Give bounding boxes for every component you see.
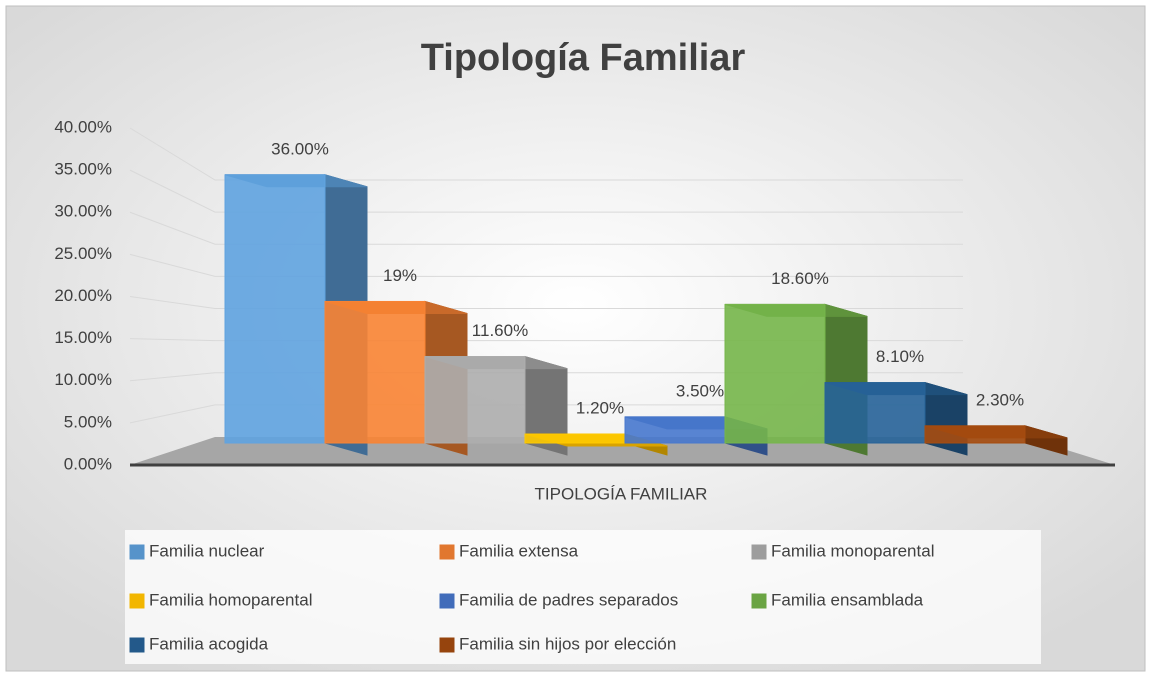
data-label: 1.20% — [576, 399, 624, 418]
floor — [130, 437, 1115, 465]
bar — [224, 174, 326, 444]
y-tick-label: 0.00% — [64, 454, 112, 473]
legend-swatch — [129, 637, 145, 653]
grid-line — [129, 211, 963, 245]
legend-swatch — [439, 544, 455, 560]
y-tick-label: 40.00% — [54, 117, 112, 136]
legend-label: Familia ensamblada — [771, 590, 924, 609]
bar — [424, 356, 526, 444]
data-label: 36.00% — [271, 139, 329, 158]
data-label: 8.10% — [876, 347, 924, 366]
grid-line — [129, 127, 963, 181]
bar — [524, 433, 626, 444]
legend-swatch — [439, 593, 455, 609]
y-tick-label: 10.00% — [54, 370, 112, 389]
legend-swatch — [439, 637, 455, 653]
bar — [924, 425, 1026, 444]
data-label: 2.30% — [976, 390, 1024, 409]
legend-label: Familia extensa — [459, 541, 579, 560]
data-label: 18.60% — [771, 269, 829, 288]
grid-line — [129, 404, 963, 424]
legend — [125, 530, 1041, 664]
legend-label: Familia acogida — [149, 634, 269, 653]
bar — [824, 382, 926, 444]
legend-swatch — [751, 593, 767, 609]
bar — [324, 300, 426, 444]
y-tick-label: 20.00% — [54, 286, 112, 305]
y-tick-label: 30.00% — [54, 202, 112, 221]
legend-label: Familia nuclear — [149, 541, 265, 560]
grid-line — [129, 253, 963, 277]
chart-title: Tipología Familiar — [421, 37, 746, 79]
grid-line — [129, 296, 963, 309]
data-label: 19% — [383, 266, 417, 285]
legend-label: Familia de padres separados — [459, 590, 678, 609]
y-tick-label: 25.00% — [54, 244, 112, 263]
legend-swatch — [129, 544, 145, 560]
grid-line — [129, 338, 963, 342]
y-tick-label: 5.00% — [64, 412, 112, 431]
grid-line — [129, 372, 963, 382]
bar — [724, 303, 826, 444]
legend-label: Familia monoparental — [771, 541, 934, 560]
legend-label: Familia sin hijos por elección — [459, 634, 676, 653]
legend-swatch — [129, 593, 145, 609]
data-label: 3.50% — [676, 381, 724, 400]
y-tick-label: 15.00% — [54, 328, 112, 347]
legend-label: Familia homoparental — [149, 590, 312, 609]
bar — [624, 416, 726, 444]
legend-swatch — [751, 544, 767, 560]
y-tick-label: 35.00% — [54, 160, 112, 179]
x-axis-label: TIPOLOGÍA FAMILIAR — [535, 484, 708, 503]
grid-line — [129, 169, 963, 213]
data-label: 11.60% — [472, 321, 528, 340]
